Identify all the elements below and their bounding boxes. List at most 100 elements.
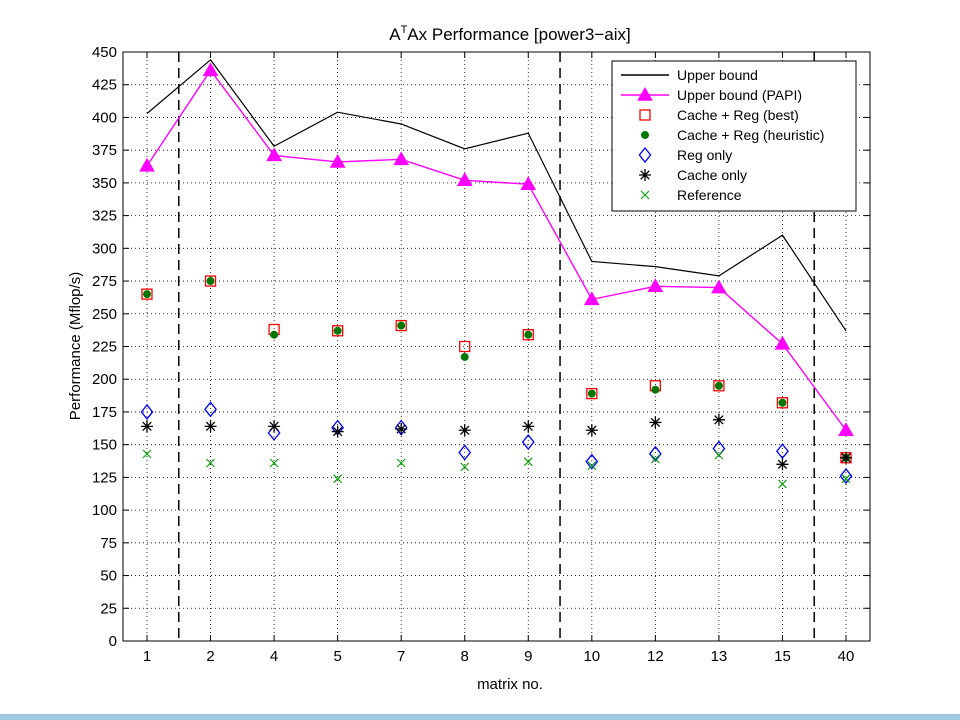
data-point [648, 445, 662, 462]
x-tick-label: 4 [270, 648, 278, 665]
data-point [776, 397, 789, 409]
data-point [331, 425, 344, 438]
x-tick-label: 13 [711, 648, 728, 665]
y-axis-label: Performance (Mflop/s) [67, 272, 84, 420]
legend-swatch-marker [641, 131, 649, 139]
chart-title-rest: Ax Performance [power3−aix] [407, 25, 630, 44]
data-point [841, 474, 851, 484]
data-point [141, 288, 153, 300]
data-point [776, 443, 789, 460]
data-point [778, 479, 787, 489]
legend: Upper bound Upper bound (PAPI) Cache + Reg… [611, 60, 857, 212]
axes: 0255075100125150175200225250275300325350… [92, 44, 871, 665]
data-point [143, 290, 151, 299]
data-point [651, 385, 660, 394]
data-point [460, 352, 469, 361]
bottom-bar [0, 714, 960, 720]
x-tick-label: 5 [333, 648, 341, 665]
y-tick-label: 275 [92, 273, 117, 290]
data-point [585, 424, 598, 437]
data-point [587, 389, 596, 398]
x-tick-label: 15 [774, 648, 791, 665]
data-point [649, 416, 662, 429]
data-point [140, 403, 154, 420]
legend-entry: Cache + Reg (heuristic) [677, 127, 824, 143]
y-tick-label: 400 [92, 109, 117, 126]
series-6 [141, 413, 852, 471]
data-point [204, 420, 217, 433]
data-point [204, 275, 217, 287]
data-point [456, 172, 473, 187]
data-point [650, 454, 660, 464]
data-point [522, 420, 535, 433]
data-point [268, 420, 281, 433]
data-point [396, 458, 406, 468]
y-tick-label: 125 [92, 469, 117, 486]
data-point [587, 461, 597, 470]
legend-swatch-marker [640, 190, 650, 200]
data-point [711, 279, 727, 294]
data-point [458, 444, 472, 461]
data-point [583, 291, 600, 306]
x-tick-label: 10 [583, 648, 600, 665]
y-tick-label: 150 [92, 437, 117, 454]
data-point [521, 434, 535, 451]
data-point [713, 380, 725, 392]
data-point [460, 462, 470, 472]
data-point [458, 424, 471, 437]
data-point [204, 401, 217, 418]
chart-title-base: A [389, 25, 401, 44]
y-tick-label: 425 [92, 77, 117, 94]
series-4 [143, 277, 850, 462]
legend-entry: Upper bound [677, 67, 758, 83]
x-tick-label: 7 [397, 648, 405, 665]
data-point [206, 277, 215, 286]
data-point [139, 157, 155, 172]
legend-entry: Reg only [677, 147, 732, 163]
x-tick-label: 9 [524, 648, 532, 665]
y-tick-label: 450 [92, 44, 117, 61]
data-point [141, 420, 153, 433]
series-line [146, 58, 847, 332]
y-tick-label: 100 [92, 502, 117, 519]
data-point [714, 450, 724, 460]
x-tick-label: 40 [838, 648, 855, 665]
y-tick-label: 175 [92, 404, 117, 421]
legend-entry: Upper bound (PAPI) [677, 87, 802, 103]
data-point [269, 458, 279, 468]
series-7 [142, 449, 851, 489]
y-tick-label: 375 [92, 142, 117, 159]
y-tick-label: 300 [92, 240, 117, 257]
data-point [142, 449, 152, 459]
y-tick-label: 25 [100, 600, 117, 617]
data-point [774, 335, 791, 350]
data-point [778, 398, 787, 407]
data-point [333, 326, 342, 335]
y-tick-label: 50 [100, 568, 117, 585]
legend-swatch-marker [638, 146, 652, 164]
data-point [270, 330, 279, 339]
data-point [712, 413, 725, 426]
x-tick-label: 2 [206, 648, 214, 665]
data-point [459, 340, 471, 353]
data-point [202, 62, 219, 77]
y-tick-label: 0 [109, 633, 117, 650]
data-point [647, 278, 664, 293]
legend-entry: Cache only [677, 167, 747, 183]
series-2 [139, 62, 854, 437]
x-tick-label: 12 [647, 648, 664, 665]
x-tick-label: 8 [461, 648, 469, 665]
data-point [520, 176, 537, 190]
data-point [585, 453, 599, 470]
data-point [586, 387, 598, 400]
data-point [840, 451, 852, 464]
series-layer [139, 58, 854, 489]
data-point [839, 468, 853, 485]
data-point [522, 329, 534, 341]
data-point [714, 381, 723, 390]
series-line [146, 69, 847, 431]
data-point [395, 319, 407, 332]
y-tick-label: 325 [92, 208, 117, 225]
legend-swatch-marker [639, 109, 651, 121]
